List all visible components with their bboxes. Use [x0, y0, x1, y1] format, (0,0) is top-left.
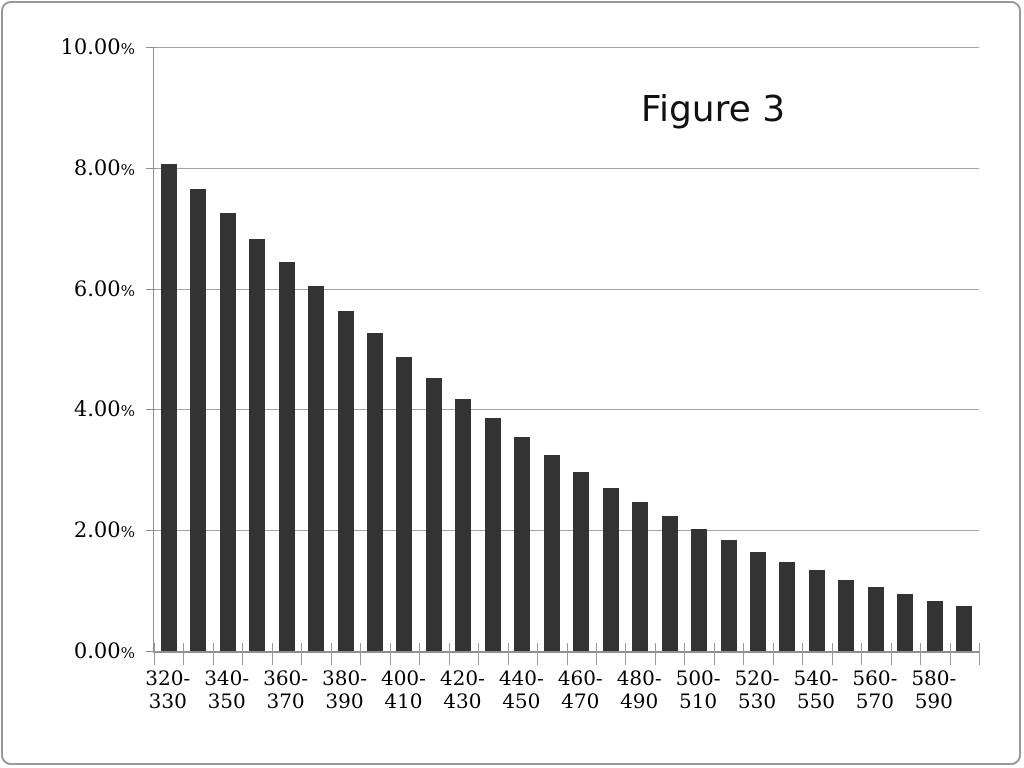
y-axis-tick-label: 0.00% — [73, 639, 135, 663]
x-axis-tick — [448, 643, 450, 665]
x-axis-tick — [537, 643, 539, 665]
bar — [750, 551, 767, 651]
x-axis-tick-label: 520- 530 — [734, 666, 780, 713]
y-axis-tick — [146, 47, 156, 48]
x-axis-tick-label: 380- 390 — [322, 666, 367, 713]
y-axis-tick — [146, 288, 156, 290]
y-axis-tick-label: 2.00% — [73, 518, 135, 543]
bar — [661, 515, 678, 651]
bar — [867, 586, 884, 651]
x-axis-tick — [507, 643, 509, 665]
x-axis-tick — [478, 643, 480, 665]
x-axis-tick — [861, 643, 863, 665]
bar — [337, 310, 354, 651]
bar — [425, 378, 442, 651]
x-axis-tick — [212, 643, 214, 665]
x-axis-tick — [566, 643, 568, 665]
x-axis-tick — [419, 643, 421, 665]
x-axis-tick-label: 340- 350 — [204, 666, 250, 713]
bar — [249, 239, 266, 651]
x-axis-tick — [154, 643, 155, 665]
x-axis-tick-label: 320- 330 — [145, 666, 191, 713]
gridline — [154, 47, 979, 48]
x-axis-tick-label: 360- 370 — [263, 666, 309, 713]
bar — [720, 540, 737, 651]
bar — [278, 262, 295, 651]
bar — [160, 163, 177, 651]
x-axis-tick — [330, 643, 332, 665]
y-axis-tick-label: 10.00% — [60, 35, 135, 59]
bar — [190, 188, 207, 651]
bar — [956, 605, 973, 651]
gridline — [154, 167, 979, 169]
bar — [926, 600, 943, 651]
bar — [573, 471, 590, 651]
x-axis-tick-label: 540- 550 — [793, 666, 839, 713]
plot-area — [146, 47, 980, 665]
x-axis-tick — [242, 643, 244, 665]
x-axis-tick — [595, 643, 597, 665]
gridline — [154, 530, 979, 532]
bar — [632, 501, 649, 651]
x-axis-tick — [271, 643, 273, 665]
x-axis-tick — [389, 643, 391, 665]
x-axis-tick — [979, 643, 980, 665]
y-axis-labels: 0.00% 2.00% 4.00% 6.00% 8.00% 10.00% — [3, 35, 143, 663]
x-axis-tick — [301, 643, 303, 665]
y-axis-tick-label: 6.00% — [73, 276, 135, 301]
y-axis-tick — [146, 651, 156, 652]
y-axis-tick-label: 4.00% — [73, 397, 135, 422]
bar — [219, 213, 236, 651]
x-axis-tick — [743, 643, 745, 665]
x-axis-tick — [831, 643, 833, 665]
bar — [308, 286, 325, 651]
x-axis-tick-label: 420- 430 — [439, 666, 485, 713]
x-axis-tick — [654, 643, 656, 665]
y-axis-tick — [146, 409, 156, 411]
x-axis-tick — [713, 643, 715, 665]
bar — [396, 356, 413, 651]
bar — [838, 579, 855, 651]
bar — [602, 487, 619, 651]
x-axis-tick-label: 500- 510 — [675, 666, 721, 713]
bar — [543, 454, 560, 651]
x-axis-tick-label: 440- 450 — [498, 666, 544, 713]
x-axis-tick — [949, 643, 951, 665]
bar — [808, 570, 825, 651]
x-axis-tick — [920, 643, 922, 665]
gridline — [154, 409, 979, 411]
bar — [484, 418, 501, 651]
y-axis-tick — [146, 167, 156, 169]
x-axis-tick-label: 580- 590 — [911, 666, 957, 713]
y-axis-tick — [146, 530, 156, 532]
bar — [455, 399, 472, 651]
bar — [514, 436, 531, 651]
x-axis-tick — [802, 643, 804, 665]
bar — [366, 333, 383, 651]
x-axis-tick-label: 460- 470 — [557, 666, 603, 713]
x-axis-tick-label: 400- 410 — [380, 666, 426, 713]
gridline — [154, 288, 979, 290]
x-axis-tick — [360, 643, 362, 665]
x-axis-tick — [183, 643, 185, 665]
x-axis-labels: 320- 330 340- 350 360- 370 380- 390 400- 410… — [145, 666, 978, 723]
chart-title: Figure 3 — [640, 89, 786, 130]
x-axis-tick — [684, 643, 686, 665]
x-axis-tick — [772, 643, 774, 665]
x-axis-tick-label: 560- 570 — [852, 666, 898, 713]
bar — [691, 529, 708, 651]
bar — [779, 561, 796, 651]
x-axis-tick-label: 480- 490 — [616, 666, 662, 713]
x-axis-tick — [890, 643, 892, 665]
x-axis-tick — [625, 643, 627, 665]
y-axis-tick-label: 8.00% — [73, 155, 135, 180]
bar — [897, 593, 914, 651]
